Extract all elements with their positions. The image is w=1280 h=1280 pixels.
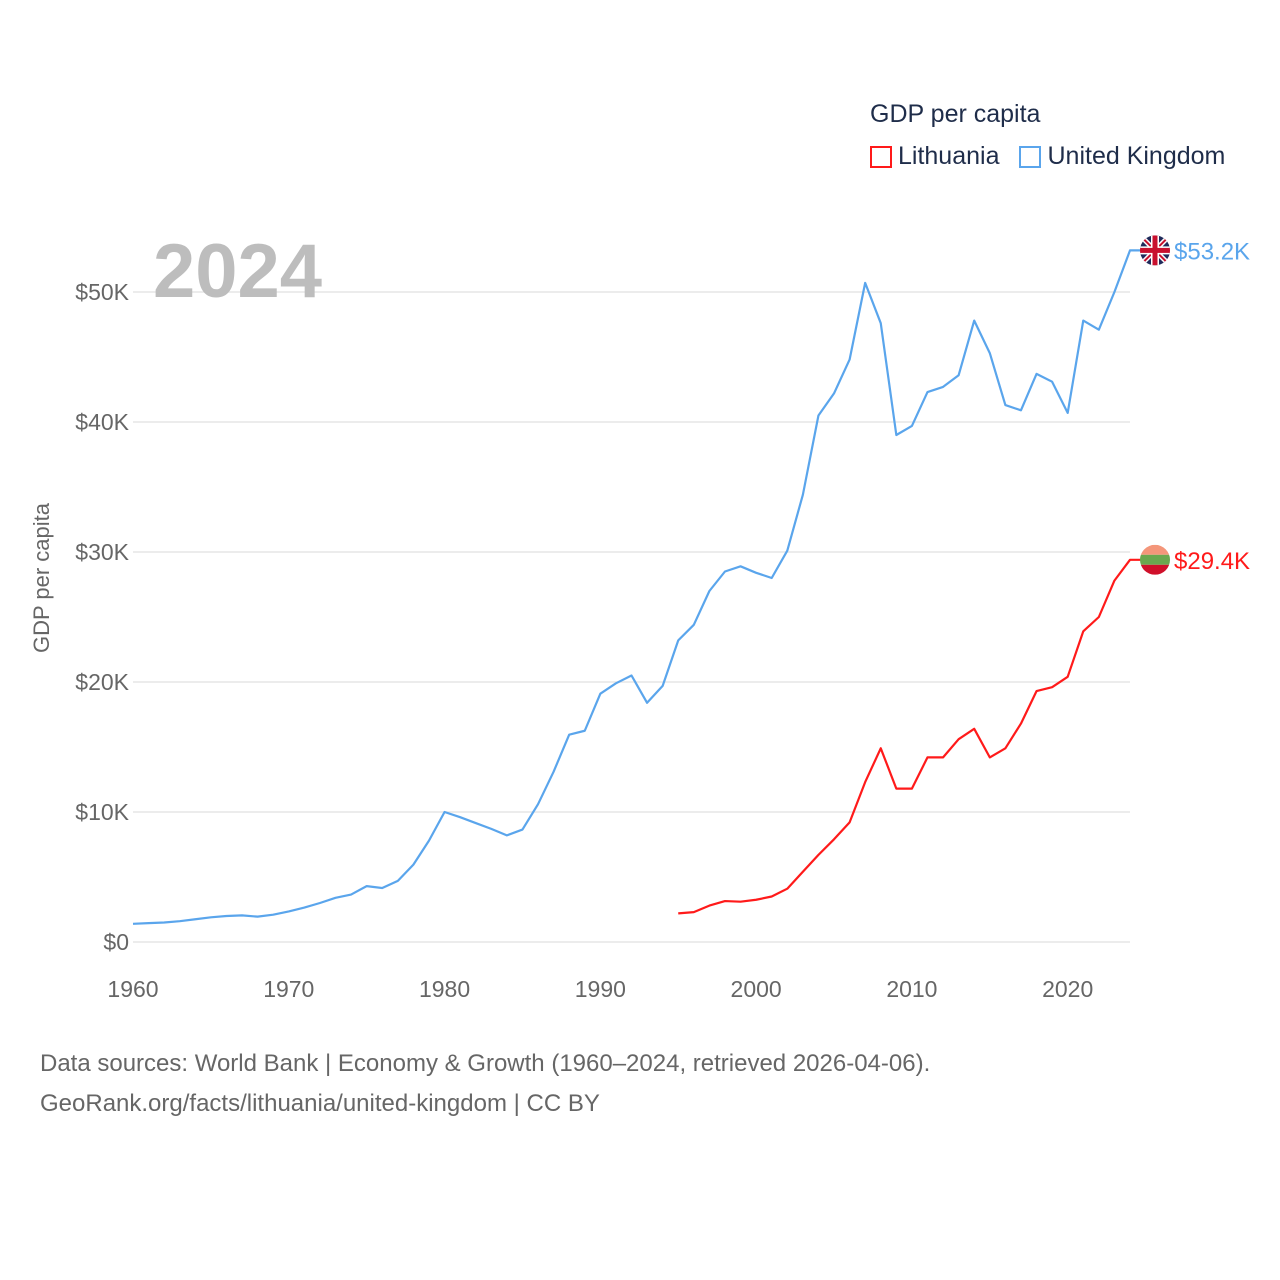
end-value-label-united-kingdom: $53.2K — [1174, 238, 1250, 265]
legend-swatch-united-kingdom — [1019, 145, 1042, 168]
legend-label-lithuania: Lithuania — [898, 142, 1000, 170]
y-tick-label: $20K — [75, 669, 129, 695]
x-tick-label: 1970 — [263, 976, 314, 1002]
y-tick-label: $0 — [103, 929, 129, 955]
series-line-lithuania — [678, 558, 1142, 915]
footer-sources: Data sources: World Bank | Economy & Gro… — [40, 1050, 931, 1077]
y-tick-label: $30K — [75, 539, 129, 565]
legend-title: GDP per capita — [870, 100, 1041, 128]
footer: Data sources: World Bank | Economy & Gro… — [40, 1044, 930, 1124]
y-tick-label: $10K — [75, 799, 129, 825]
year-label: 2024 — [153, 229, 323, 314]
legend-item-united-kingdom[interactable]: United Kingdom — [1019, 142, 1225, 171]
y-tick-label: $40K — [75, 409, 129, 435]
y-tick-label: $50K — [75, 279, 129, 305]
legend: Lithuania United Kingdom — [870, 142, 1225, 171]
legend-item-lithuania[interactable]: Lithuania — [870, 142, 999, 171]
series-line-united-kingdom — [132, 249, 1142, 925]
y-axis-label: GDP per capita — [29, 502, 54, 654]
legend-label-united-kingdom: United Kingdom — [1047, 142, 1226, 170]
uk-flag-icon — [1140, 235, 1170, 266]
lithuania-flag-icon — [1140, 544, 1170, 575]
x-tick-label: 1980 — [419, 976, 470, 1002]
x-tick-label: 1960 — [107, 976, 158, 1002]
legend-swatch-lithuania — [870, 145, 892, 168]
footer-link[interactable]: GeoRank.org/facts/lithuania/united-kingd… — [40, 1090, 600, 1117]
x-tick-label: 2010 — [886, 976, 937, 1002]
end-value-label-lithuania: $29.4K — [1174, 548, 1250, 575]
x-tick-label: 1990 — [575, 976, 626, 1002]
x-tick-label: 2020 — [1042, 976, 1093, 1002]
x-tick-label: 2000 — [731, 976, 782, 1002]
